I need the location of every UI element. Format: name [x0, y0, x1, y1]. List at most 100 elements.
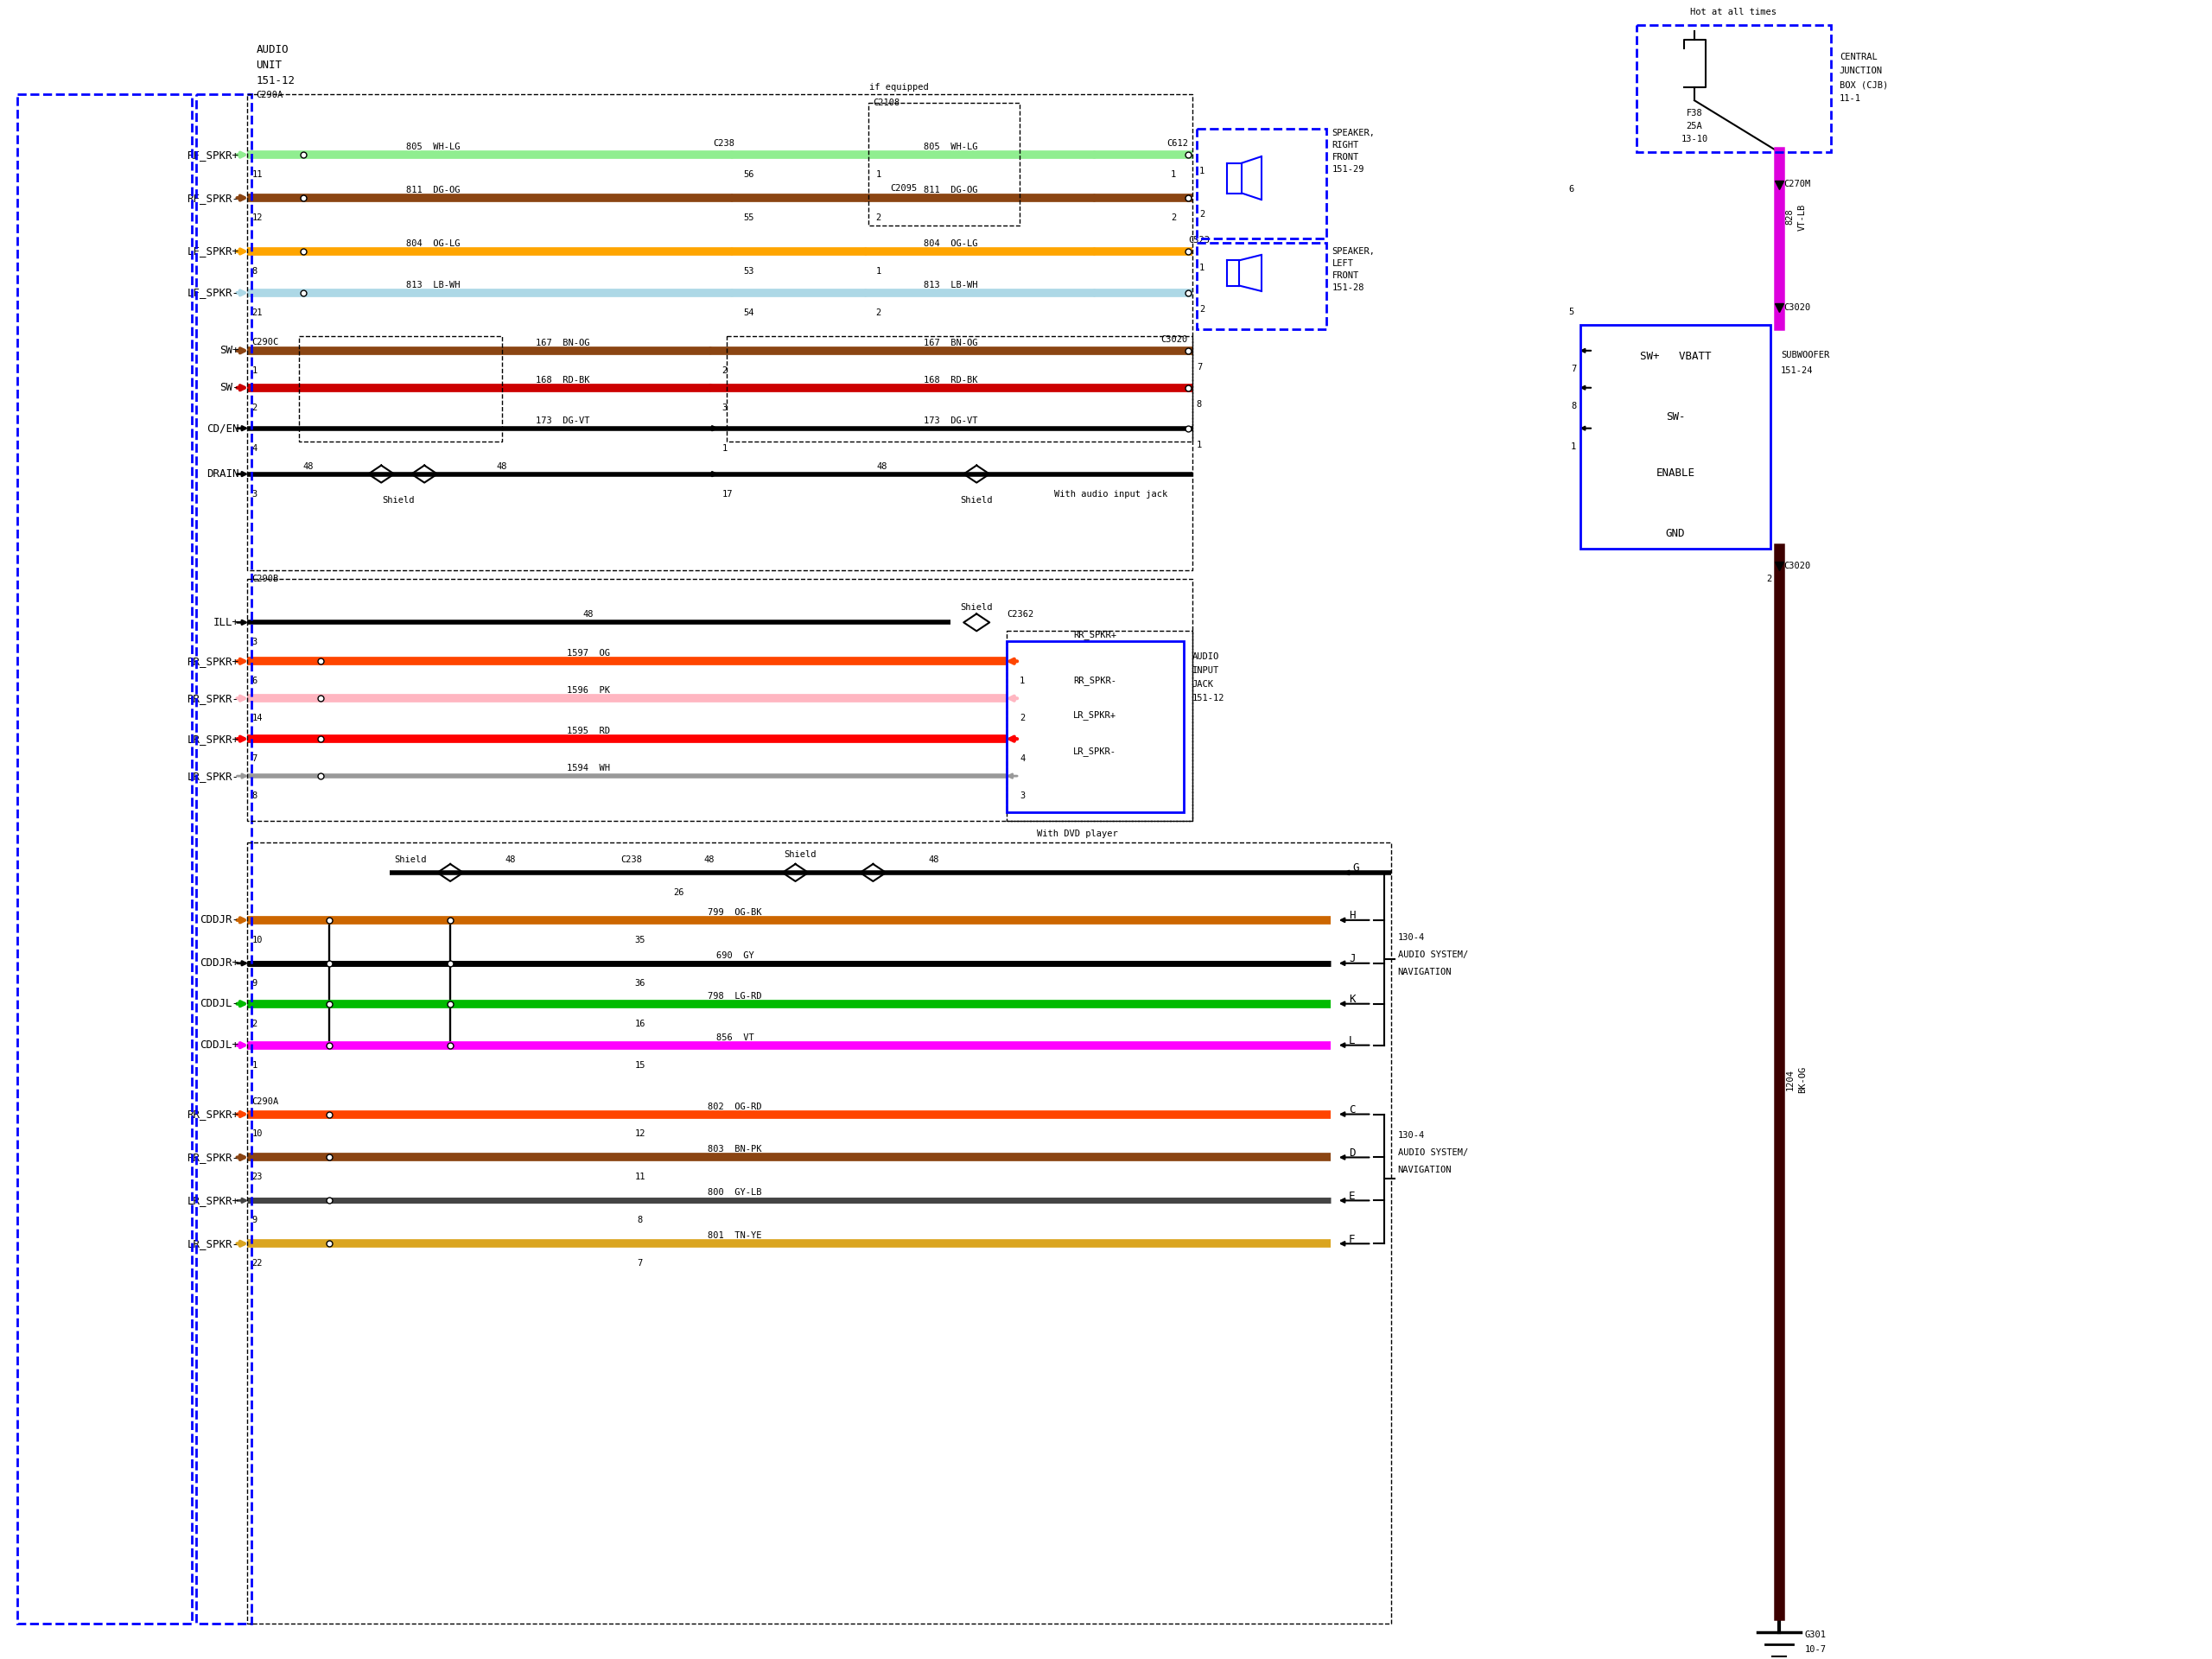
Text: C523: C523	[1188, 236, 1210, 244]
Text: 2: 2	[876, 309, 880, 317]
Text: C290C: C290C	[252, 338, 279, 347]
Text: DRAIN: DRAIN	[206, 468, 239, 479]
Text: LR_SPKR+: LR_SPKR+	[188, 733, 239, 745]
Text: C: C	[1349, 1105, 1356, 1115]
Text: 2: 2	[252, 1019, 257, 1029]
Bar	[1197, 129, 1325, 239]
Text: 7: 7	[1197, 363, 1201, 372]
Text: 151-24: 151-24	[1781, 367, 1814, 375]
Text: C2095: C2095	[889, 184, 918, 192]
Text: 10: 10	[252, 1130, 263, 1138]
Text: G301: G301	[1805, 1631, 1827, 1639]
Text: LR_SPKR-: LR_SPKR-	[188, 770, 239, 781]
Text: 8: 8	[1197, 400, 1201, 408]
Text: 35: 35	[635, 936, 646, 944]
Text: 173  DG-VT: 173 DG-VT	[535, 416, 588, 425]
Bar	[1582, 325, 1770, 549]
Text: AUDIO: AUDIO	[257, 45, 288, 55]
Text: 1: 1	[1197, 440, 1201, 450]
Text: 7: 7	[1571, 365, 1577, 373]
Text: 16: 16	[635, 1019, 646, 1029]
Text: LR_SPKR-: LR_SPKR-	[1073, 747, 1117, 757]
Text: 54: 54	[743, 309, 754, 317]
Text: 8: 8	[252, 791, 257, 800]
Text: CDDJR-: CDDJR-	[199, 914, 239, 926]
Text: 151-12: 151-12	[257, 75, 294, 86]
Text: C3020: C3020	[1783, 304, 1809, 312]
Text: SPEAKER,: SPEAKER,	[1332, 129, 1376, 138]
Text: 173  DG-VT: 173 DG-VT	[925, 416, 978, 425]
Text: D: D	[1349, 1148, 1356, 1158]
Text: 5: 5	[1568, 307, 1573, 317]
Text: VT-LB: VT-LB	[1798, 204, 1807, 231]
Text: 1597  OG: 1597 OG	[566, 649, 611, 659]
Text: 12: 12	[635, 1130, 646, 1138]
Text: if equipped: if equipped	[869, 83, 929, 91]
Text: SPEAKER,: SPEAKER,	[1332, 247, 1376, 255]
Text: 3: 3	[721, 403, 728, 411]
Text: 1: 1	[1571, 441, 1577, 451]
Text: AUDIO SYSTEM/: AUDIO SYSTEM/	[1398, 951, 1469, 959]
Text: 36: 36	[635, 979, 646, 987]
Text: 1: 1	[1020, 677, 1024, 685]
Text: 2: 2	[876, 214, 880, 222]
Text: 3: 3	[252, 639, 257, 647]
Text: 11-1: 11-1	[1840, 95, 1860, 103]
Text: 130-4: 130-4	[1398, 1131, 1425, 1140]
Text: 1: 1	[876, 267, 880, 275]
Text: 8: 8	[1571, 401, 1577, 410]
Text: RIGHT: RIGHT	[1332, 141, 1358, 149]
Text: LF_SPKR-: LF_SPKR-	[188, 287, 239, 299]
Text: 813  LB-WH: 813 LB-WH	[407, 280, 460, 289]
Text: 2: 2	[721, 367, 728, 375]
Text: H: H	[1349, 911, 1356, 921]
Text: 828: 828	[1785, 209, 1794, 226]
Text: 13-10: 13-10	[1681, 134, 1708, 144]
Text: 802  OG-RD: 802 OG-RD	[708, 1102, 761, 1112]
Text: 48: 48	[703, 856, 714, 864]
Text: LR_SPKR+: LR_SPKR+	[188, 1194, 239, 1206]
Text: C290A: C290A	[252, 1097, 279, 1105]
Text: RF_SPKR-: RF_SPKR-	[188, 192, 239, 204]
Text: 813  LB-WH: 813 LB-WH	[925, 280, 978, 289]
Text: NAVIGATION: NAVIGATION	[1398, 1166, 1451, 1175]
Text: 48: 48	[584, 611, 593, 619]
Text: 9: 9	[252, 1216, 257, 1224]
Text: 2: 2	[1170, 214, 1177, 222]
Text: GND: GND	[1666, 528, 1686, 539]
Text: CDDJL+: CDDJL+	[199, 1040, 239, 1050]
Text: 7: 7	[637, 1259, 644, 1267]
Text: 3: 3	[1020, 791, 1024, 800]
Text: 6: 6	[1568, 186, 1573, 194]
Text: BK-OG: BK-OG	[1798, 1067, 1807, 1093]
Text: 805  WH-LG: 805 WH-LG	[407, 143, 460, 151]
Text: 130-4: 130-4	[1398, 932, 1425, 942]
Text: 4: 4	[1020, 755, 1024, 763]
Text: 48: 48	[929, 856, 938, 864]
Text: AUDIO SYSTEM/: AUDIO SYSTEM/	[1398, 1148, 1469, 1158]
Text: Shield: Shield	[394, 856, 427, 864]
Text: 2: 2	[1199, 211, 1206, 219]
Text: 22: 22	[252, 1259, 263, 1267]
Text: 25A: 25A	[1686, 123, 1703, 131]
Text: 803  BN-PK: 803 BN-PK	[708, 1145, 761, 1155]
Text: C238: C238	[714, 139, 734, 148]
Bar	[726, 337, 1192, 441]
Text: 8: 8	[252, 267, 257, 275]
Text: 48: 48	[303, 461, 314, 471]
Text: 151-28: 151-28	[1332, 284, 1365, 292]
Text: ENABLE: ENABLE	[1657, 468, 1694, 478]
Text: 798  LG-RD: 798 LG-RD	[708, 992, 761, 1000]
Text: JUNCTION: JUNCTION	[1840, 66, 1882, 75]
Text: 1594  WH: 1594 WH	[566, 763, 611, 773]
Text: 1596  PK: 1596 PK	[566, 687, 611, 695]
Text: C3020: C3020	[1783, 562, 1809, 571]
Text: 14: 14	[252, 713, 263, 723]
Text: C2108: C2108	[874, 98, 900, 108]
Text: 2: 2	[252, 403, 257, 411]
Text: LR_SPKR+: LR_SPKR+	[1073, 710, 1117, 720]
Text: C270M: C270M	[1783, 179, 1809, 189]
Text: CDDJR+: CDDJR+	[199, 957, 239, 969]
Text: 56: 56	[743, 171, 754, 179]
Text: RR_SPKR-: RR_SPKR-	[188, 1151, 239, 1163]
